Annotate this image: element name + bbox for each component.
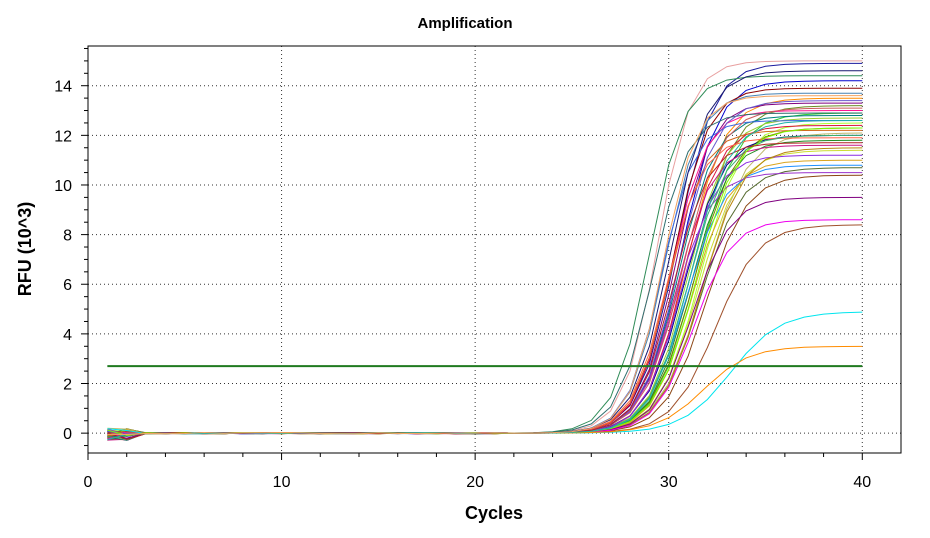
y-tick-label: 2 [63,377,72,394]
y-tick-label: 8 [63,228,72,245]
x-tick-label: 40 [853,474,871,491]
y-tick-label: 6 [63,277,72,294]
x-tick-label: 0 [84,474,93,491]
plot-frame [87,45,902,454]
y-tick-label: 10 [54,178,72,195]
amplification-curve [107,95,863,436]
y-tick-label: 0 [63,426,72,443]
y-tick-label: 14 [54,79,72,96]
x-tick-label: 10 [273,474,291,491]
x-tick-label: 20 [466,474,484,491]
x-tick-label: 30 [660,474,678,491]
x-axis-label: Cycles [465,503,523,523]
y-tick-label: 4 [63,327,72,344]
chart-title: Amplification [417,15,512,32]
axis-ticks: 0 10 20 30 40 0 2 4 6 8 10 12 14 [54,47,871,491]
y-axis-label: RFU (10^3) [15,202,35,297]
y-tick-label: 12 [54,128,72,145]
